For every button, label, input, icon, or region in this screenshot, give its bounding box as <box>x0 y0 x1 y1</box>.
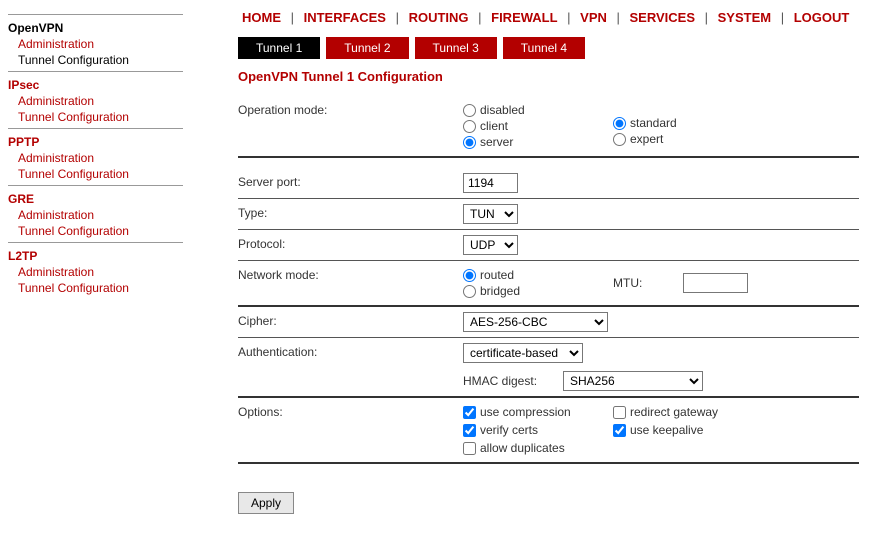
topnav-separator: | <box>699 10 714 25</box>
netmode-bridged[interactable] <box>463 285 476 298</box>
main-content: HOME | INTERFACES | ROUTING | FIREWALL |… <box>198 0 871 514</box>
option-label: use compression <box>480 405 571 419</box>
topnav-routing[interactable]: ROUTING <box>405 10 473 25</box>
opmode-server[interactable] <box>463 136 476 149</box>
radio-label: routed <box>480 268 514 282</box>
top-nav: HOME | INTERFACES | ROUTING | FIREWALL |… <box>238 10 859 25</box>
sidebar-section-pptp[interactable]: PPTP <box>8 135 198 149</box>
topnav-separator: | <box>562 10 577 25</box>
row-protocol: Protocol: UDPTCP <box>238 230 859 261</box>
topnav-separator: | <box>390 10 405 25</box>
sidebar-link[interactable]: Administration <box>18 208 198 222</box>
opmode-disabled[interactable] <box>463 104 476 117</box>
topnav-home[interactable]: HOME <box>238 10 285 25</box>
netmode-routed[interactable] <box>463 269 476 282</box>
row-options: Options: use compression redirect gateway… <box>238 398 859 464</box>
option-verify-certs[interactable] <box>463 424 476 437</box>
sidebar-link[interactable]: Tunnel Configuration <box>18 110 198 124</box>
page-title: OpenVPN Tunnel 1 Configuration <box>238 69 859 84</box>
topnav-separator: | <box>611 10 626 25</box>
option-label: allow duplicates <box>480 441 565 455</box>
sidebar: OpenVPN Administration Tunnel Configuratio… <box>0 0 198 514</box>
tab-tunnel-2[interactable]: Tunnel 2 <box>326 37 408 59</box>
topnav-firewall[interactable]: FIREWALL <box>487 10 561 25</box>
protocol-select[interactable]: UDPTCP <box>463 235 518 255</box>
label-cipher: Cipher: <box>238 312 463 328</box>
row-operation-mode: Operation mode: disabled client server sta… <box>238 96 859 158</box>
option-label: use keepalive <box>630 423 703 437</box>
label-server-port: Server port: <box>238 173 463 189</box>
sidebar-divider <box>8 14 183 15</box>
radio-label: client <box>480 119 508 133</box>
sidebar-divider <box>8 242 183 243</box>
topnav-separator: | <box>775 10 790 25</box>
authentication-select[interactable]: certificate-based <box>463 343 583 363</box>
option-allow-duplicates[interactable] <box>463 442 476 455</box>
radio-label: bridged <box>480 284 520 298</box>
sidebar-section-openvpn[interactable]: OpenVPN <box>8 21 198 35</box>
label-type: Type: <box>238 204 463 220</box>
label-authentication: Authentication: <box>238 343 463 359</box>
topnav-separator: | <box>473 10 488 25</box>
tunnel-tabs: Tunnel 1 Tunnel 2 Tunnel 3 Tunnel 4 <box>238 37 859 59</box>
sidebar-link[interactable]: Administration <box>18 265 198 279</box>
row-cipher: Cipher: AES-256-CBC <box>238 307 859 338</box>
sidebar-link[interactable]: Tunnel Configuration <box>18 224 198 238</box>
sidebar-divider <box>8 185 183 186</box>
topnav-system[interactable]: SYSTEM <box>714 10 775 25</box>
topnav-services[interactable]: SERVICES <box>626 10 700 25</box>
radio-label: standard <box>630 116 677 130</box>
option-use-compression[interactable] <box>463 406 476 419</box>
sidebar-link[interactable]: Administration <box>18 94 198 108</box>
sidebar-divider <box>8 128 183 129</box>
sidebar-link[interactable]: Tunnel Configuration <box>18 281 198 295</box>
opmode-client[interactable] <box>463 120 476 133</box>
row-network-mode: Network mode: routed bridged MTU: <box>238 261 859 307</box>
opmode2-standard[interactable] <box>613 117 626 130</box>
option-use-keepalive[interactable] <box>613 424 626 437</box>
cipher-select[interactable]: AES-256-CBC <box>463 312 608 332</box>
sidebar-section-ipsec[interactable]: IPsec <box>8 78 198 92</box>
label-options: Options: <box>238 403 463 419</box>
sidebar-section-l2tp[interactable]: L2TP <box>8 249 198 263</box>
option-label: verify certs <box>480 423 538 437</box>
radio-label: expert <box>630 132 663 146</box>
server-port-input[interactable] <box>463 173 518 193</box>
option-redirect-gateway[interactable] <box>613 406 626 419</box>
sidebar-divider <box>8 71 183 72</box>
row-type: Type: TUNTAP <box>238 199 859 230</box>
mtu-input[interactable] <box>683 273 748 293</box>
sidebar-link[interactable]: Administration <box>18 37 198 51</box>
sidebar-link[interactable]: Tunnel Configuration <box>18 167 198 181</box>
tab-tunnel-4[interactable]: Tunnel 4 <box>503 37 585 59</box>
radio-label: disabled <box>480 103 525 117</box>
type-select[interactable]: TUNTAP <box>463 204 518 224</box>
option-label: redirect gateway <box>630 405 718 419</box>
opmode2-expert[interactable] <box>613 133 626 146</box>
sidebar-section-gre[interactable]: GRE <box>8 192 198 206</box>
topnav-logout[interactable]: LOGOUT <box>790 10 854 25</box>
label-hmac: HMAC digest: <box>463 374 563 388</box>
label-network-mode: Network mode: <box>238 266 463 282</box>
sidebar-link[interactable]: Tunnel Configuration <box>18 53 198 67</box>
label-protocol: Protocol: <box>238 235 463 251</box>
topnav-separator: | <box>285 10 300 25</box>
row-server-port: Server port: <box>238 168 859 199</box>
tab-tunnel-1[interactable]: Tunnel 1 <box>238 37 320 59</box>
topnav-interfaces[interactable]: INTERFACES <box>300 10 390 25</box>
tab-tunnel-3[interactable]: Tunnel 3 <box>415 37 497 59</box>
sidebar-link[interactable]: Administration <box>18 151 198 165</box>
label-operation-mode: Operation mode: <box>238 101 463 117</box>
radio-label: server <box>480 135 513 149</box>
topnav-vpn[interactable]: VPN <box>576 10 611 25</box>
apply-button[interactable]: Apply <box>238 492 294 514</box>
label-mtu: MTU: <box>613 276 683 290</box>
hmac-select[interactable]: SHA256 <box>563 371 703 391</box>
row-authentication: Authentication: certificate-based HMAC d… <box>238 338 859 398</box>
